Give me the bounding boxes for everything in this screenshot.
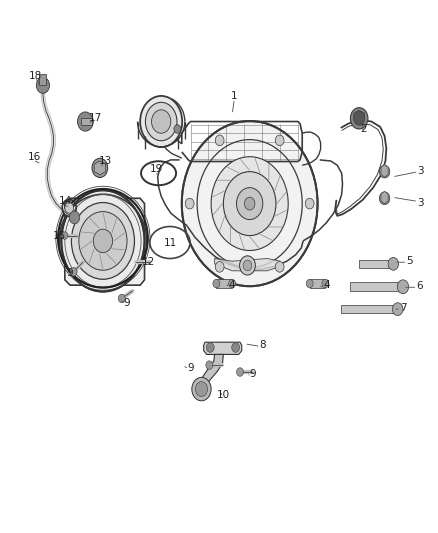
Circle shape — [65, 203, 74, 213]
Polygon shape — [65, 198, 145, 285]
Circle shape — [237, 368, 244, 376]
Text: 12: 12 — [141, 257, 155, 267]
Text: 17: 17 — [89, 114, 102, 123]
Text: 7: 7 — [399, 303, 406, 313]
Text: 4: 4 — [229, 280, 236, 290]
Circle shape — [93, 229, 113, 253]
Circle shape — [237, 188, 263, 220]
Text: 2: 2 — [360, 124, 367, 134]
Circle shape — [388, 257, 399, 270]
Polygon shape — [354, 110, 364, 121]
Text: 1: 1 — [231, 91, 238, 101]
Circle shape — [392, 303, 403, 316]
Text: 15: 15 — [53, 231, 66, 240]
Text: 8: 8 — [259, 341, 266, 350]
Bar — [350, 282, 402, 291]
Circle shape — [243, 260, 252, 271]
Circle shape — [192, 377, 211, 401]
Text: 11: 11 — [164, 238, 177, 247]
Polygon shape — [94, 161, 106, 175]
Circle shape — [70, 268, 77, 276]
Bar — [310, 279, 325, 288]
Text: 14: 14 — [59, 197, 72, 206]
Circle shape — [305, 198, 314, 209]
Circle shape — [92, 158, 108, 177]
Circle shape — [215, 262, 224, 272]
Circle shape — [215, 135, 224, 146]
Text: 4: 4 — [323, 280, 330, 290]
Circle shape — [353, 111, 365, 125]
Text: 9: 9 — [124, 298, 131, 308]
Circle shape — [306, 279, 313, 288]
Circle shape — [379, 165, 390, 178]
Circle shape — [275, 262, 284, 272]
Circle shape — [322, 279, 329, 288]
Circle shape — [232, 343, 240, 352]
Circle shape — [350, 108, 368, 129]
Polygon shape — [204, 342, 242, 354]
Circle shape — [145, 102, 177, 141]
Circle shape — [229, 279, 236, 288]
Circle shape — [240, 256, 255, 275]
Text: 10: 10 — [217, 391, 230, 400]
Text: 19: 19 — [150, 165, 163, 174]
Text: 16: 16 — [28, 152, 41, 162]
Text: 13: 13 — [99, 156, 112, 166]
Text: 3: 3 — [417, 166, 424, 175]
Circle shape — [275, 135, 284, 146]
Text: 6: 6 — [416, 281, 423, 291]
Circle shape — [397, 280, 409, 294]
Circle shape — [71, 203, 134, 279]
Circle shape — [206, 361, 213, 369]
Bar — [216, 279, 232, 288]
Circle shape — [78, 112, 93, 131]
Circle shape — [118, 294, 125, 303]
Circle shape — [152, 110, 171, 133]
Circle shape — [174, 125, 181, 133]
Circle shape — [36, 77, 49, 93]
Polygon shape — [199, 354, 223, 390]
Polygon shape — [215, 259, 280, 271]
Bar — [341, 305, 396, 313]
Circle shape — [379, 192, 390, 205]
Circle shape — [182, 121, 318, 286]
Circle shape — [195, 382, 208, 397]
Circle shape — [79, 212, 127, 270]
Text: 9: 9 — [250, 369, 257, 379]
Circle shape — [62, 232, 68, 239]
Bar — [39, 74, 46, 85]
Text: 18: 18 — [29, 71, 42, 80]
Bar — [81, 118, 92, 125]
Circle shape — [211, 157, 288, 251]
Text: 3: 3 — [417, 198, 424, 207]
Text: 9: 9 — [187, 363, 194, 373]
Circle shape — [69, 211, 80, 224]
Circle shape — [206, 343, 214, 352]
Circle shape — [185, 198, 194, 209]
Text: 9: 9 — [66, 268, 73, 278]
Circle shape — [213, 279, 220, 288]
Text: 5: 5 — [406, 256, 413, 266]
Polygon shape — [381, 191, 388, 204]
Polygon shape — [381, 165, 388, 177]
Circle shape — [223, 172, 276, 236]
Circle shape — [244, 197, 255, 210]
Circle shape — [61, 190, 145, 292]
Circle shape — [140, 96, 182, 147]
Bar — [359, 260, 392, 268]
